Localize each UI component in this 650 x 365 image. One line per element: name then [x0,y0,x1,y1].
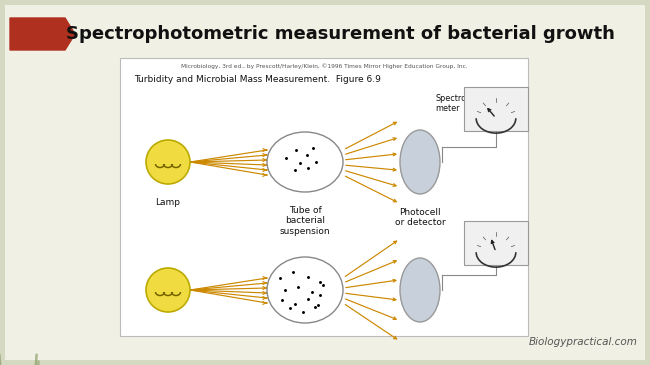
Text: Spectrophotometer
meter: Spectrophotometer meter [435,94,514,114]
Text: Spectrophotometric measurement of bacterial growth: Spectrophotometric measurement of bacter… [66,25,614,43]
Ellipse shape [400,130,440,194]
Text: Tube of
bacterial
suspension: Tube of bacterial suspension [280,206,330,236]
Text: Microbiology, 3rd ed., by Prescott/Harley/Klein, ©1996 Times Mirror Higher Educa: Microbiology, 3rd ed., by Prescott/Harle… [181,63,467,69]
Ellipse shape [267,132,343,192]
FancyBboxPatch shape [464,221,528,265]
FancyBboxPatch shape [464,87,528,131]
FancyBboxPatch shape [120,58,528,336]
Ellipse shape [267,257,343,323]
Text: Turbidity and Microbial Mass Measurement.  Figure 6.9: Turbidity and Microbial Mass Measurement… [134,76,381,85]
Ellipse shape [400,258,440,322]
Text: Lamp: Lamp [155,198,181,207]
Circle shape [146,140,190,184]
Polygon shape [10,18,75,50]
Circle shape [146,268,190,312]
FancyBboxPatch shape [5,5,645,360]
Text: Photocell
or detector: Photocell or detector [395,208,445,227]
Text: Biologypractical.com: Biologypractical.com [529,337,638,347]
